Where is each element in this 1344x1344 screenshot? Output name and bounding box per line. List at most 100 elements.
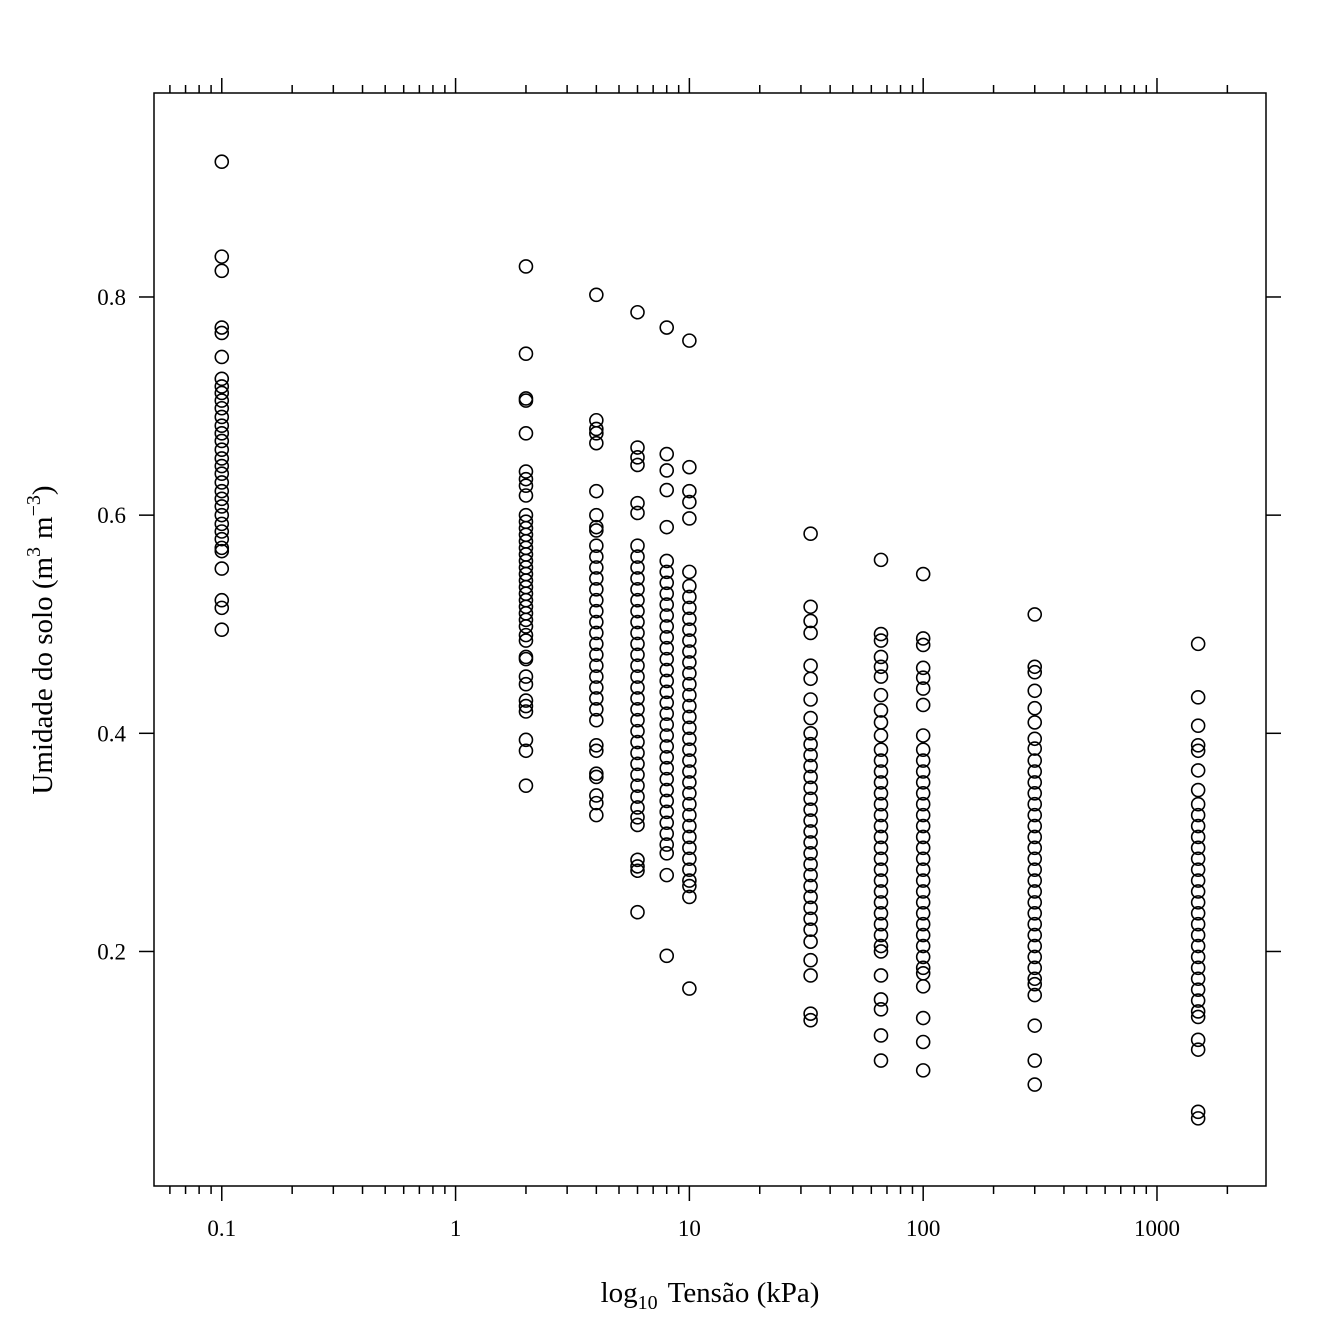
point (873, 659, 889, 675)
point (589, 603, 604, 619)
point (518, 346, 534, 362)
point (915, 681, 931, 696)
point (1190, 796, 1206, 812)
point (1190, 982, 1206, 997)
point (803, 625, 818, 641)
point (214, 531, 230, 547)
point (518, 732, 534, 748)
point (589, 636, 604, 652)
point (630, 304, 645, 320)
point (659, 771, 675, 787)
point (630, 603, 645, 619)
plot-frame (153, 92, 1267, 1187)
point (589, 483, 604, 499)
point (682, 564, 697, 580)
point (659, 662, 675, 678)
point (1027, 976, 1043, 992)
point (659, 948, 675, 964)
point (873, 862, 889, 877)
point (915, 862, 931, 877)
point (873, 884, 889, 899)
point (915, 753, 931, 768)
point (803, 613, 818, 629)
point (659, 826, 675, 841)
point (518, 426, 534, 441)
point (659, 846, 675, 861)
point (873, 938, 889, 954)
point (659, 482, 675, 498)
point (1027, 840, 1043, 856)
point (214, 543, 230, 559)
point (630, 789, 645, 804)
point (630, 669, 645, 684)
point (659, 739, 675, 754)
point (873, 703, 889, 718)
point (1027, 851, 1043, 867)
point (518, 693, 534, 708)
point (518, 488, 534, 503)
point (214, 385, 230, 401)
point (915, 840, 931, 856)
point (589, 549, 604, 564)
point (682, 655, 697, 670)
point (589, 647, 604, 663)
y-label-mid: m (27, 516, 59, 539)
point (659, 630, 675, 645)
point (803, 692, 818, 707)
point (1190, 829, 1206, 845)
point (682, 644, 697, 659)
point (915, 796, 931, 812)
point (589, 743, 604, 759)
point (214, 592, 230, 608)
point (803, 867, 818, 883)
point (682, 764, 697, 779)
point (518, 478, 534, 493)
point (1190, 763, 1206, 778)
point (1027, 829, 1043, 845)
point (803, 878, 818, 894)
point (1190, 1009, 1206, 1025)
point (1027, 884, 1043, 899)
y-label-sup: 3 (23, 547, 45, 557)
point (682, 878, 697, 894)
point (915, 1010, 931, 1026)
point (1027, 775, 1043, 790)
point (1190, 895, 1206, 910)
point (873, 753, 889, 768)
point (1027, 938, 1043, 954)
point (630, 505, 645, 521)
point (1190, 851, 1206, 867)
point (803, 856, 818, 872)
point (873, 807, 889, 823)
point (630, 810, 645, 825)
point (873, 715, 889, 730)
point (518, 676, 534, 692)
point (803, 934, 818, 949)
point (1190, 927, 1206, 943)
point (803, 526, 818, 541)
point (1027, 741, 1043, 756)
point (682, 511, 697, 526)
point (659, 608, 675, 623)
point (682, 753, 697, 768)
point (1190, 873, 1206, 888)
point (803, 889, 818, 905)
point (915, 1063, 931, 1078)
point (518, 704, 534, 719)
point (630, 658, 645, 673)
point (1027, 949, 1043, 965)
point (682, 742, 697, 757)
point (630, 800, 645, 815)
point (214, 491, 230, 507)
point (915, 884, 931, 899)
point (630, 614, 645, 630)
point (682, 589, 697, 605)
point (803, 758, 818, 774)
point (589, 560, 604, 575)
point (630, 538, 645, 553)
point (659, 575, 675, 591)
point (518, 698, 534, 714)
point (1190, 738, 1206, 753)
point (214, 524, 230, 539)
